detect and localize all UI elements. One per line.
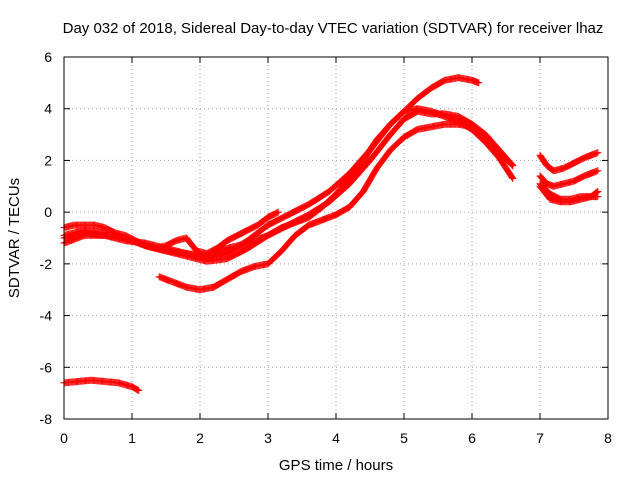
data-point — [508, 174, 516, 182]
x-tick-label: 3 — [264, 430, 272, 446]
x-tick-label: 0 — [60, 430, 68, 446]
data-point — [509, 162, 517, 170]
data-point — [594, 187, 602, 195]
series-track-h — [536, 167, 602, 190]
x-tick-label: 4 — [332, 430, 340, 446]
y-tick-label: 4 — [44, 101, 52, 117]
x-tick-label: 2 — [196, 430, 204, 446]
data-point — [508, 161, 516, 169]
y-tick-label: -4 — [40, 308, 53, 324]
series-track-i — [536, 149, 602, 175]
y-tick-label: -6 — [40, 359, 53, 375]
data-point — [303, 222, 311, 230]
data-point — [274, 208, 282, 216]
x-tick-label: 6 — [468, 430, 476, 446]
y-tick-label: 0 — [44, 204, 52, 220]
y-tick-label: 6 — [44, 49, 52, 65]
data-point — [475, 79, 483, 87]
x-axis-label: GPS time / hours — [279, 457, 393, 474]
data-point — [592, 189, 600, 197]
data-point — [273, 209, 281, 217]
data-point — [594, 167, 602, 175]
x-tick-label: 8 — [604, 430, 612, 446]
data-point — [594, 149, 602, 157]
y-tick-label: 2 — [44, 152, 52, 168]
y-tick-label: -2 — [40, 256, 53, 272]
series-track-f — [60, 376, 143, 395]
grid-lines — [64, 57, 608, 419]
y-tick-label: -8 — [40, 411, 53, 427]
axis-ticks: 0 1 2 3 4 5 6 7 8 -8 -6 -4 -2 0 2 4 6 — [40, 49, 613, 446]
y-axis-label: SDTVAR / TECUs — [6, 178, 23, 298]
data-point — [134, 386, 142, 394]
chart-title: Day 032 of 2018, Sidereal Day-to-day VTE… — [63, 20, 604, 37]
series-track-e — [155, 120, 517, 294]
x-tick-label: 1 — [128, 430, 136, 446]
series-track-d — [60, 208, 282, 258]
data-point — [509, 175, 517, 183]
series-track-j — [536, 182, 602, 206]
x-tick-label: 5 — [400, 430, 408, 446]
x-tick-label: 7 — [536, 430, 544, 446]
data-point — [135, 387, 143, 395]
data-point — [593, 188, 601, 196]
data-point — [507, 160, 515, 168]
data-points — [60, 74, 602, 395]
